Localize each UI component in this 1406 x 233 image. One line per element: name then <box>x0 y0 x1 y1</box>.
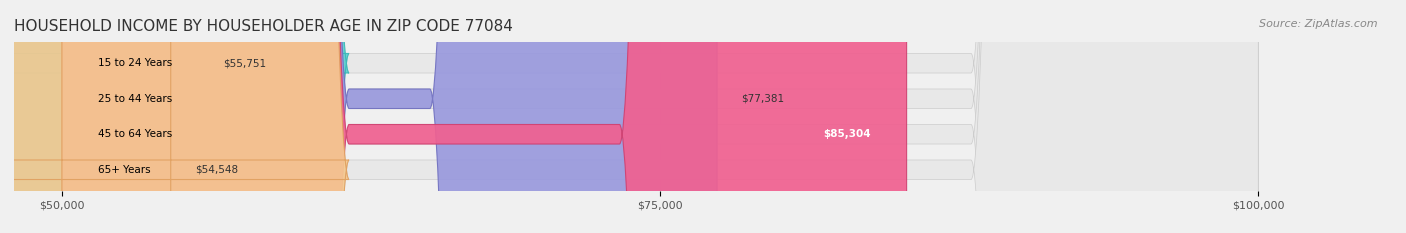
FancyBboxPatch shape <box>62 0 1258 233</box>
Text: $55,751: $55,751 <box>224 58 267 68</box>
Text: $85,304: $85,304 <box>823 129 870 139</box>
FancyBboxPatch shape <box>0 0 349 233</box>
FancyBboxPatch shape <box>0 0 349 233</box>
Text: 25 to 44 Years: 25 to 44 Years <box>98 94 172 104</box>
Text: 45 to 64 Years: 45 to 64 Years <box>98 129 172 139</box>
FancyBboxPatch shape <box>62 0 907 233</box>
FancyBboxPatch shape <box>62 0 1258 233</box>
Text: $77,381: $77,381 <box>741 94 785 104</box>
Text: HOUSEHOLD INCOME BY HOUSEHOLDER AGE IN ZIP CODE 77084: HOUSEHOLD INCOME BY HOUSEHOLDER AGE IN Z… <box>14 19 513 34</box>
FancyBboxPatch shape <box>62 0 717 233</box>
Text: $54,548: $54,548 <box>194 165 238 175</box>
Text: 15 to 24 Years: 15 to 24 Years <box>98 58 172 68</box>
FancyBboxPatch shape <box>62 0 1258 233</box>
FancyBboxPatch shape <box>62 0 1258 233</box>
Text: 65+ Years: 65+ Years <box>98 165 150 175</box>
Text: Source: ZipAtlas.com: Source: ZipAtlas.com <box>1260 19 1378 29</box>
